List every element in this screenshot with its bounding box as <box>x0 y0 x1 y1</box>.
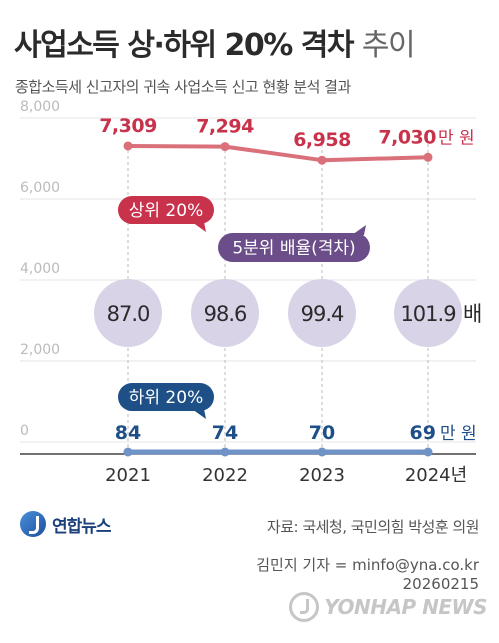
bottom20-value-label: 69 <box>410 422 436 444</box>
ratio-badge-bg <box>218 233 370 262</box>
y-tick-label: 4,000 <box>20 261 60 277</box>
bottom20-marker <box>123 447 133 457</box>
ratio-bubble <box>94 279 162 347</box>
x-tick-label: 2024년 <box>405 465 467 486</box>
top20-badge-bg <box>118 196 214 224</box>
title-main: 사업소득 상·하위 20% 격차 <box>14 28 354 63</box>
unit-label: 만 원 <box>440 424 477 444</box>
page-subtitle: 종합소득세 신고자의 귀속 사업소득 신고 현황 분석 결과 <box>15 78 351 96</box>
ratio-bubble <box>288 279 356 347</box>
top20-marker <box>317 155 327 165</box>
x-axis-ticks: 2021 2022 2023 2024년 <box>105 465 467 486</box>
credit-block: 김민지 기자 = minfo@yna.co.kr 20260215 <box>256 556 479 594</box>
ratio-bubble <box>191 279 259 347</box>
x-tick-label: 2023 <box>299 465 345 486</box>
top20-marker <box>220 142 230 152</box>
date-text: 20260215 <box>402 575 479 593</box>
bottom20-value-label: 84 <box>115 422 141 444</box>
series-badges: 상위 20% 5분위 배율(격차) 하위 20% <box>118 196 370 419</box>
ratio-value-label: 98.6 <box>204 302 247 326</box>
bottom20-badge-tail <box>192 409 206 419</box>
ratio-value-label: 87.0 <box>107 302 150 326</box>
y-tick-label: 0 <box>20 423 29 439</box>
ratio-badge-label-suffix: (격차) <box>311 239 356 259</box>
top20-value-label: 7,030 <box>378 126 436 148</box>
top20-value-label: 7,294 <box>196 116 254 138</box>
top20-badge: 상위 20% <box>118 196 214 232</box>
top20-line <box>127 143 429 163</box>
bottom20-marker <box>423 447 433 457</box>
bottom20-badge: 하위 20% <box>118 383 214 419</box>
bottom20-badge-bg <box>118 383 214 411</box>
x-tick-label: 2022 <box>202 465 248 486</box>
top20-value-label: 7,309 <box>99 115 157 137</box>
bottom20-marker <box>317 447 327 457</box>
x-tick-label: 2021 <box>105 465 151 486</box>
title-suffix: 추이 <box>361 28 416 63</box>
watermark-logo-icon <box>289 592 320 622</box>
top20-value-label: 6,958 <box>293 129 351 151</box>
ratio-badge-tail <box>352 225 366 235</box>
bottom20-value-label: 74 <box>212 422 238 444</box>
logo-text: 연합뉴스 <box>52 516 112 537</box>
y-tick-label: 8,000 <box>20 99 60 115</box>
ratio-badge-label: 5분위 배율(격차) <box>232 239 355 259</box>
y-axis-ticks: 0 2,000 4,000 6,000 8,000 <box>20 99 60 439</box>
unit-label: 만 원 <box>438 128 475 148</box>
ratio-badge: 5분위 배율(격차) <box>218 225 370 262</box>
top20-badge-tail <box>192 222 206 232</box>
watermark-text: YONHAP NEWS <box>324 595 487 619</box>
page-title: 사업소득 상·하위 20% 격차 추이 <box>14 20 416 64</box>
y-tick-label: 2,000 <box>20 342 60 358</box>
y-tick-label: 6,000 <box>20 180 60 196</box>
reporter-text: 김민지 기자 = minfo@yna.co.kr <box>256 556 479 574</box>
ratio-unit: 배 <box>463 302 482 326</box>
income-gap-chart: 0 2,000 4,000 6,000 8,000 7,309 7,294 6,958 7,0… <box>20 99 482 486</box>
top20-marker <box>123 141 133 151</box>
source-text: 자료: 국세청, 국민의힘 박성훈 의원 <box>266 518 480 536</box>
ratio-bubble <box>394 279 462 347</box>
ratio-value-label: 99.4 <box>301 302 344 326</box>
bottom20-series: 84 74 70 69 만 원 <box>115 422 477 457</box>
top20-badge-label: 상위 20% <box>129 201 203 221</box>
yonhap-logo-icon <box>20 511 46 537</box>
bottom20-badge-label: 하위 20% <box>129 388 203 408</box>
bottom20-marker <box>220 447 230 457</box>
watermark: YONHAP NEWS <box>289 592 487 622</box>
top20-marker <box>423 152 433 162</box>
ratio-bubbles: 87.0 98.6 99.4 101.9 배 <box>94 279 482 347</box>
ratio-value-label: 101.9 <box>400 302 455 326</box>
yonhap-logo: 연합뉴스 <box>20 511 112 537</box>
top20-series: 7,309 7,294 6,958 7,030 만 원 <box>99 115 475 165</box>
bottom20-value-label: 70 <box>309 422 335 444</box>
